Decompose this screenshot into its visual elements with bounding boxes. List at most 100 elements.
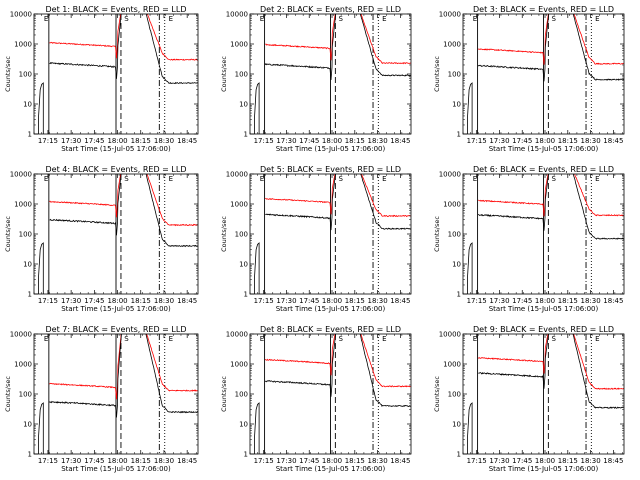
events-series-line bbox=[478, 334, 624, 409]
x-tick-label: 18:00 bbox=[535, 137, 555, 145]
events-startup-line bbox=[467, 82, 473, 134]
marker-glyph: S bbox=[339, 175, 344, 183]
x-tick-label: 18:15 bbox=[558, 137, 578, 145]
y-tick-label: 100 bbox=[235, 231, 248, 239]
x-tick-label: 18:45 bbox=[177, 457, 197, 465]
marker-glyph: E bbox=[473, 335, 477, 343]
y-tick-label: 10000 bbox=[439, 171, 461, 179]
y-tick-label: 10000 bbox=[439, 331, 461, 339]
x-tick-label: 17:30 bbox=[276, 297, 296, 305]
y-tick-label: 1000 bbox=[443, 41, 461, 49]
x-tick-label: 17:45 bbox=[84, 457, 104, 465]
y-tick-label: 1 bbox=[28, 131, 32, 139]
y-tick-label: 10000 bbox=[226, 171, 248, 179]
y-tick-label: 100 bbox=[19, 391, 32, 399]
x-tick-label: 18:15 bbox=[558, 297, 578, 305]
events-startup-line bbox=[254, 82, 260, 134]
y-axis-label: Counts/sec bbox=[220, 216, 228, 252]
y-tick-label: 10 bbox=[452, 421, 461, 429]
y-tick-label: 10 bbox=[23, 421, 32, 429]
x-tick-label: 18:15 bbox=[345, 457, 365, 465]
lld-series-line bbox=[478, 174, 624, 217]
marker-glyph: S bbox=[124, 335, 129, 343]
x-tick-label: 18:30 bbox=[580, 457, 600, 465]
x-tick-label: 17:15 bbox=[254, 457, 274, 465]
y-tick-label: 100 bbox=[235, 391, 248, 399]
y-tick-label: 100 bbox=[19, 71, 32, 79]
panel-title: Det 2: BLACK = Events, RED = LLD bbox=[260, 5, 401, 14]
y-axis-label: Counts/sec bbox=[220, 56, 228, 92]
x-tick-label: 18:45 bbox=[390, 457, 410, 465]
y-tick-label: 1 bbox=[457, 291, 461, 299]
events-series-line bbox=[49, 14, 198, 85]
panel-title: Det 6: BLACK = Events, RED = LLD bbox=[473, 165, 614, 174]
y-tick-label: 100 bbox=[448, 231, 461, 239]
x-tick-label: 17:45 bbox=[512, 137, 532, 145]
marker-glyph: E bbox=[382, 15, 386, 23]
y-tick-label: 1000 bbox=[443, 201, 461, 209]
y-tick-label: 1000 bbox=[14, 361, 32, 369]
events-startup-line bbox=[38, 242, 44, 294]
x-tick-label: 18:30 bbox=[367, 457, 387, 465]
x-tick-label: 17:15 bbox=[467, 137, 487, 145]
x-tick-label: 17:30 bbox=[61, 457, 81, 465]
x-tick-label: 17:30 bbox=[276, 137, 296, 145]
x-tick-label: 18:15 bbox=[345, 137, 365, 145]
y-axis-label: Counts/sec bbox=[4, 376, 12, 412]
y-tick-label: 1000 bbox=[14, 41, 32, 49]
marker-glyph: E bbox=[260, 175, 264, 183]
x-tick-label: 17:30 bbox=[276, 457, 296, 465]
events-series-line bbox=[478, 174, 624, 240]
y-tick-label: 10 bbox=[239, 261, 248, 269]
y-tick-label: 10000 bbox=[10, 11, 32, 19]
x-tick-label: 17:30 bbox=[489, 297, 509, 305]
y-tick-label: 1 bbox=[28, 451, 32, 459]
x-tick-label: 18:30 bbox=[580, 297, 600, 305]
x-axis-label: Start Time (15-Jul-05 17:06:00) bbox=[276, 305, 386, 313]
x-tick-label: 18:30 bbox=[367, 137, 387, 145]
x-axis-label: Start Time (15-Jul-05 17:06:00) bbox=[276, 465, 386, 473]
events-startup-line bbox=[467, 242, 473, 294]
x-tick-label: 18:00 bbox=[535, 297, 555, 305]
y-axis-label: Counts/sec bbox=[220, 376, 228, 412]
x-tick-label: 17:15 bbox=[38, 297, 58, 305]
x-tick-label: 18:15 bbox=[558, 457, 578, 465]
x-tick-label: 18:00 bbox=[322, 297, 342, 305]
y-axis-label: Counts/sec bbox=[4, 56, 12, 92]
y-axis-label: Counts/sec bbox=[433, 56, 441, 92]
y-tick-label: 1000 bbox=[230, 361, 248, 369]
y-tick-label: 1 bbox=[244, 131, 248, 139]
y-axis-label: Counts/sec bbox=[433, 216, 441, 252]
panel-title: Det 3: BLACK = Events, RED = LLD bbox=[473, 5, 614, 14]
y-tick-label: 10000 bbox=[10, 331, 32, 339]
marker-glyph: S bbox=[552, 15, 557, 23]
events-startup-line bbox=[38, 402, 44, 454]
events-series-line bbox=[265, 174, 411, 231]
marker-glyph: E bbox=[44, 175, 48, 183]
marker-glyph: E bbox=[44, 15, 48, 23]
marker-glyph: E bbox=[169, 175, 173, 183]
panel-title: Det 1: BLACK = Events, RED = LLD bbox=[46, 5, 187, 14]
events-series-line bbox=[264, 14, 411, 81]
y-tick-label: 10 bbox=[239, 421, 248, 429]
marker-glyph: E bbox=[382, 335, 386, 343]
x-tick-label: 17:30 bbox=[489, 457, 509, 465]
marker-glyph: S bbox=[552, 175, 557, 183]
x-axis-label: Start Time (15-Jul-05 17:06:00) bbox=[276, 145, 386, 153]
x-tick-label: 18:45 bbox=[603, 297, 623, 305]
marker-glyph: E bbox=[260, 15, 264, 23]
y-tick-label: 1000 bbox=[443, 361, 461, 369]
lld-series-line bbox=[49, 14, 198, 61]
events-startup-line bbox=[38, 82, 44, 134]
y-tick-label: 1000 bbox=[14, 201, 32, 209]
marker-glyph: E bbox=[473, 175, 477, 183]
panel-title: Det 5: BLACK = Events, RED = LLD bbox=[260, 165, 401, 174]
x-tick-label: 18:00 bbox=[107, 297, 127, 305]
